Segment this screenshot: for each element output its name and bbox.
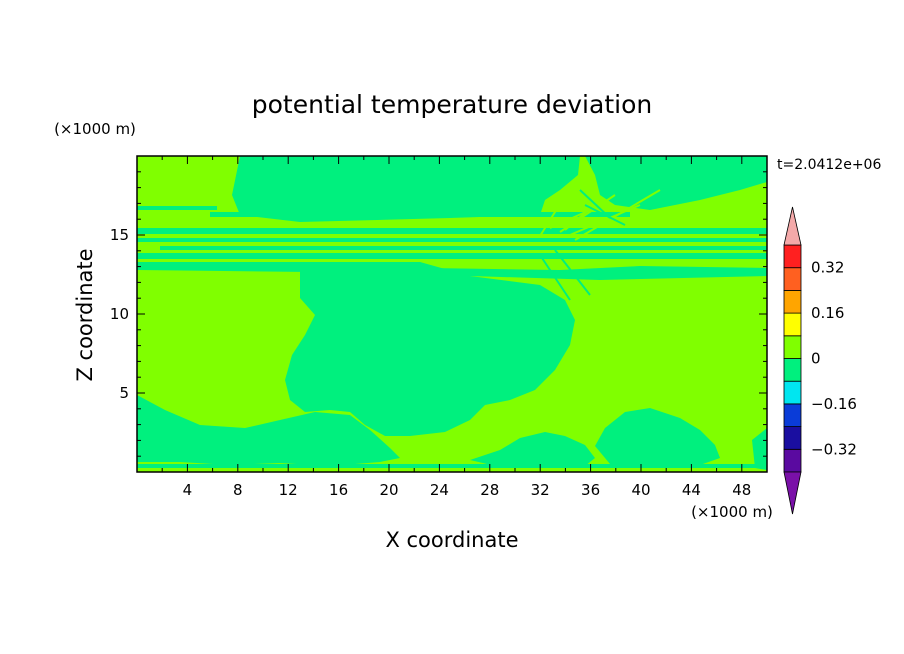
colorbar-segment (783, 403, 802, 427)
x-tick-label: 16 (329, 481, 348, 499)
time-label: t=2.0412e+06 (777, 157, 881, 173)
colorbar-segment (783, 358, 802, 382)
field-streaks-teal (539, 189, 626, 301)
x-axis: 4 8 12 16 20 24 28 32 36 40 44 48 (161, 156, 751, 499)
colorbar-segment (783, 312, 802, 337)
colorbar-segment (783, 267, 802, 291)
colorbar-label: 0 (811, 350, 821, 368)
colorbar-label: −0.16 (811, 395, 857, 413)
band-4 (137, 253, 767, 259)
x-tick-label: 48 (732, 481, 751, 499)
y-tick-label: 10 (110, 305, 129, 323)
colorbar-label: 0.32 (811, 259, 844, 277)
band-7 (137, 206, 217, 210)
y-unit-label: (×1000 m) (54, 120, 136, 138)
colorbar: 0.32 0.16 0 −0.16 −0.32 (783, 206, 857, 515)
field-region-right-edge (752, 428, 767, 470)
bottom-streak (137, 464, 767, 468)
x-tick-label: 36 (581, 481, 600, 499)
band-1 (137, 228, 767, 234)
field-region-upper (232, 156, 580, 222)
x-axis-label: X coordinate (385, 528, 518, 552)
field-region-lower-mid (470, 432, 595, 468)
band-6 (210, 212, 630, 217)
colorbar-segment (783, 380, 802, 405)
x-tick-label: 8 (233, 481, 243, 499)
field-region-center (285, 262, 575, 436)
y-axis: 5 10 15 (110, 171, 767, 457)
colorbar-label: 0.16 (811, 304, 844, 322)
y-axis-label: Z coordinate (73, 248, 97, 381)
x-tick-label: 28 (480, 481, 499, 499)
field-region-lower-left (137, 395, 400, 466)
x-unit-label: (×1000 m) (691, 503, 773, 521)
y-tick-label: 5 (119, 384, 129, 402)
colorbar-under-triangle (783, 471, 802, 515)
x-tick-label: 32 (531, 481, 550, 499)
field-region-upper-right (585, 156, 767, 210)
colorbar-segment (783, 289, 802, 314)
colorbar-over-triangle (783, 206, 802, 246)
colorbar-label: −0.32 (811, 440, 857, 458)
x-tick-label: 20 (379, 481, 398, 499)
heatmap-field (137, 156, 767, 472)
field-streaks (539, 179, 661, 241)
band-3 (160, 246, 767, 250)
band-2 (137, 238, 767, 242)
field-region-lower-right (595, 408, 720, 466)
x-tick-label: 4 (183, 481, 193, 499)
x-tick-label: 12 (279, 481, 298, 499)
chart-title: potential temperature deviation (252, 90, 652, 119)
x-tick-label: 44 (682, 481, 701, 499)
colorbar-segment (783, 335, 802, 359)
y-tick-label: 15 (110, 226, 129, 244)
colorbar-segment (783, 448, 802, 473)
x-tick-label: 24 (430, 481, 449, 499)
colorbar-segment (783, 426, 802, 450)
colorbar-segment (783, 244, 802, 269)
x-tick-label: 40 (631, 481, 650, 499)
